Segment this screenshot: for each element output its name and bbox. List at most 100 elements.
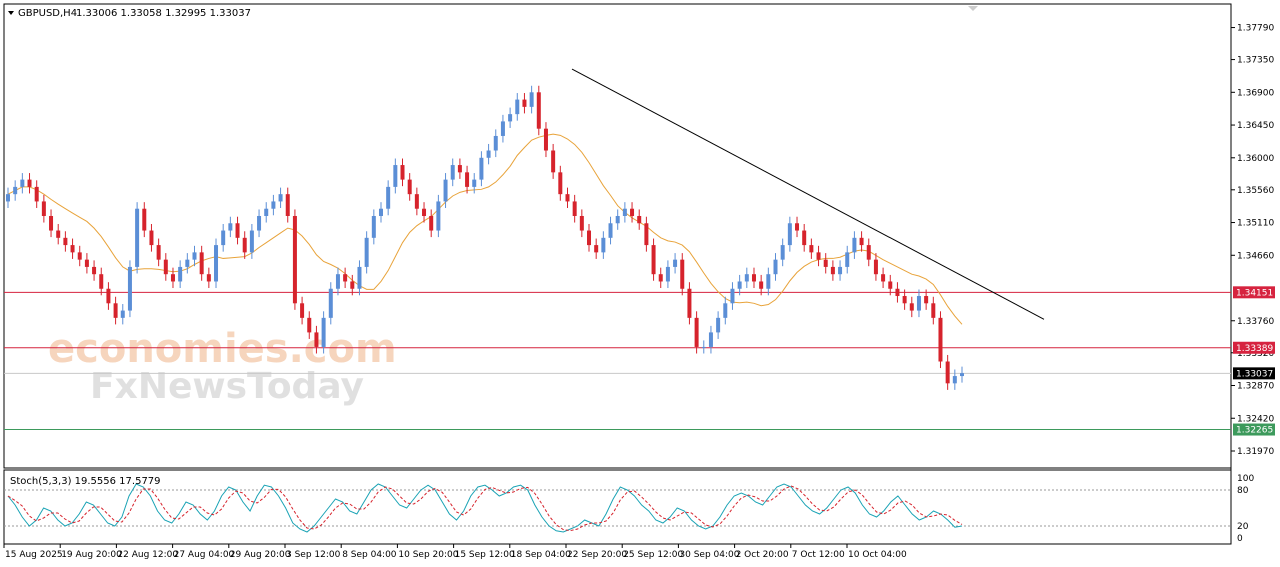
- candle-body: [142, 208, 147, 231]
- candle-body: [823, 259, 828, 267]
- candle-body: [185, 259, 190, 267]
- level-tag-label-resistance-2: 1.33389: [1236, 344, 1273, 354]
- candle-body: [135, 208, 140, 267]
- trendline: [571, 68, 1045, 320]
- level-tag-current-price: [1233, 367, 1275, 380]
- candle-body: [77, 252, 82, 260]
- candle-body: [572, 201, 577, 216]
- candle-body: [56, 230, 61, 238]
- watermark-fxnewstoday: FxNewsToday: [90, 366, 364, 407]
- main-pane-frame: [3, 3, 1232, 469]
- candle-body: [422, 208, 427, 216]
- stoch-axis-label: 20: [1237, 522, 1249, 532]
- candle-body: [371, 215, 376, 238]
- trendline-layer: [571, 68, 1045, 320]
- time-tick-label: 3 Sep 12:00: [286, 550, 341, 560]
- candle-body: [587, 230, 592, 246]
- candle-body: [723, 303, 728, 318]
- candle-body: [206, 274, 211, 282]
- candle-body: [522, 99, 527, 107]
- level-tag-resistance-2: [1233, 341, 1275, 354]
- candle-body: [199, 252, 204, 275]
- time-tick-label: 29 Aug 20:00: [230, 550, 291, 560]
- candle-body: [529, 92, 534, 107]
- stoch-axis-label: 0: [1237, 534, 1243, 544]
- level-tag-label-current-price: 1.33037: [1236, 369, 1273, 379]
- candle-body: [170, 274, 175, 282]
- candle-body: [716, 317, 721, 333]
- candle-body: [292, 215, 297, 304]
- candle-body: [257, 215, 262, 231]
- time-tick-label: 8 Sep 04:00: [342, 550, 397, 560]
- candle-body: [931, 303, 936, 318]
- candle-body: [386, 186, 391, 209]
- candle-body: [536, 92, 541, 129]
- candle-body: [952, 376, 957, 384]
- candle-body: [228, 223, 233, 231]
- candle-body: [787, 223, 792, 246]
- candle-body: [178, 266, 183, 282]
- candle-body: [558, 172, 563, 195]
- stoch-main-line: [7, 483, 963, 533]
- candle-body: [278, 194, 283, 202]
- stoch-axis-label: 80: [1237, 486, 1249, 496]
- candle-body: [737, 281, 742, 289]
- candle-body: [70, 245, 75, 253]
- candle-body: [436, 201, 441, 231]
- candle-body: [49, 215, 54, 231]
- candle-body: [27, 179, 32, 187]
- stochastic-label: Stoch(5,3,3) 19.5556 17.5779: [10, 476, 161, 487]
- candle-body: [766, 274, 771, 289]
- candle-body: [113, 303, 118, 318]
- price-tick-label: 1.36900: [1237, 88, 1274, 98]
- candle-body: [242, 237, 247, 253]
- candle-body: [565, 194, 570, 202]
- price-axis-ticks: 1.37790 1.37350 1.36900 1.36450 1.36000 1.355…: [1231, 24, 1274, 457]
- levels-layer: [4, 291, 1231, 431]
- candle-body: [357, 266, 362, 289]
- candle-body: [687, 288, 692, 318]
- stochastic-layer: 100 80 20 0: [4, 474, 1254, 544]
- candle-body: [701, 346, 706, 348]
- candle-body: [20, 179, 25, 187]
- candle-body: [486, 150, 491, 158]
- candle-body: [780, 245, 785, 260]
- candle-body: [314, 332, 319, 347]
- candle-body: [6, 194, 10, 202]
- candle-body: [235, 223, 240, 238]
- stoch-signal-line: [7, 485, 963, 532]
- shift-marker-icon[interactable]: [968, 6, 978, 11]
- candle-body: [264, 208, 269, 216]
- candle-body: [307, 317, 312, 333]
- chart-quotes: 1.33006 1.33058 1.32995 1.33037: [76, 8, 251, 19]
- candle-body: [364, 237, 369, 267]
- candle-body: [866, 245, 871, 260]
- candle-body: [328, 288, 333, 318]
- candle-body: [759, 281, 764, 289]
- candle-body: [543, 128, 548, 151]
- candle-body: [902, 296, 907, 304]
- candle-body: [924, 296, 929, 304]
- candle-body: [149, 230, 154, 246]
- candle-body: [859, 237, 864, 246]
- candle-body: [508, 114, 513, 122]
- level-tag-label-support-1: 1.32265: [1236, 426, 1273, 436]
- candle-body: [630, 208, 635, 216]
- time-tick-label: 30 Sep 04:00: [679, 550, 739, 560]
- candle-body: [838, 266, 843, 275]
- time-tick-label: 19 Aug 20:00: [61, 550, 122, 560]
- candle-body: [895, 288, 900, 297]
- time-tick-label: 15 Aug 2025: [5, 550, 63, 560]
- candle-body: [465, 172, 470, 187]
- candle-body: [909, 303, 914, 311]
- candle-body: [13, 186, 18, 195]
- candle-body: [249, 230, 254, 253]
- price-tick-label: 1.36000: [1237, 154, 1274, 164]
- price-tick-label: 1.35110: [1237, 219, 1274, 229]
- candle-body: [321, 317, 326, 347]
- candle-body: [221, 230, 226, 246]
- collapse-triangle-icon[interactable]: [8, 11, 14, 15]
- candle-body: [393, 165, 398, 187]
- candle-body: [414, 194, 419, 209]
- time-tick-label: 22 Sep 20:00: [567, 550, 627, 560]
